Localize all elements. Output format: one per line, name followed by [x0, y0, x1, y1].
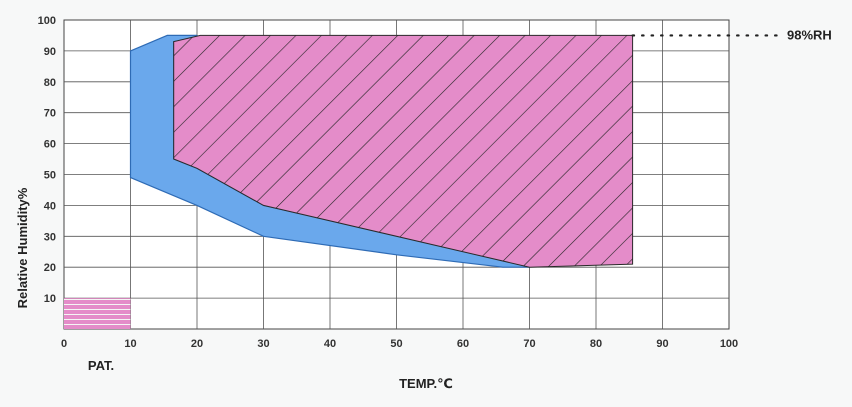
x-tick-label: 50 [390, 338, 402, 350]
x-tick-label: 80 [590, 338, 602, 350]
x-tick-label: 100 [720, 338, 738, 350]
y-tick-label: 100 [38, 15, 56, 27]
y-tick-label: 90 [44, 46, 56, 58]
y-tick-label: 30 [44, 231, 56, 243]
y-tick-label: 40 [44, 200, 56, 212]
x-tick-label: 10 [124, 338, 136, 350]
y-tick-label: 80 [44, 77, 56, 89]
y-tick-label: 20 [44, 262, 56, 274]
x-tick-label: 70 [523, 338, 535, 350]
x-tick-label: 40 [324, 338, 336, 350]
y-tick-label: 60 [44, 139, 56, 151]
x-tick-label: 20 [191, 338, 203, 350]
pat-annotation: PAT. [88, 358, 114, 373]
regions [64, 34, 634, 329]
pat-pink-band-stripes [64, 298, 131, 329]
x-tick-label: 90 [656, 338, 668, 350]
y-tick-label: 70 [44, 108, 56, 120]
reference-line-label: 98%RH [787, 27, 832, 42]
x-tick-label: 0 [61, 338, 67, 350]
y-tick-label: 10 [44, 293, 56, 305]
pink-hatched-region-hatching [173, 35, 633, 268]
tick-labels: 0 10 20 30 40 50 60 70 80 90 100 10 20 30 40 50 60 70 80 90… [38, 15, 739, 350]
y-tick-label: 50 [44, 170, 56, 182]
x-axis-title: TEMP.℃ [399, 376, 453, 391]
x-tick-label: 60 [457, 338, 469, 350]
y-axis-title: Relative Humidity% [15, 187, 30, 308]
x-tick-label: 30 [257, 338, 269, 350]
reference-line-group: 98%RH [631, 27, 832, 42]
